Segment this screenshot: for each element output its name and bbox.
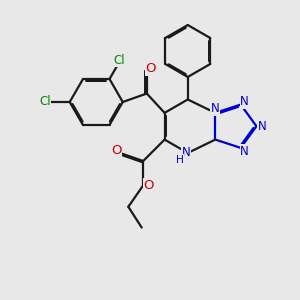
Text: N: N: [240, 145, 249, 158]
Text: H: H: [176, 154, 183, 164]
Text: Cl: Cl: [113, 53, 125, 67]
Text: N: N: [240, 95, 249, 108]
Text: O: O: [143, 179, 154, 192]
Text: N: N: [182, 146, 191, 160]
Text: N: N: [258, 120, 267, 133]
Text: O: O: [111, 144, 122, 157]
Text: N: N: [211, 102, 220, 115]
Text: Cl: Cl: [39, 95, 51, 108]
Text: O: O: [146, 62, 156, 75]
